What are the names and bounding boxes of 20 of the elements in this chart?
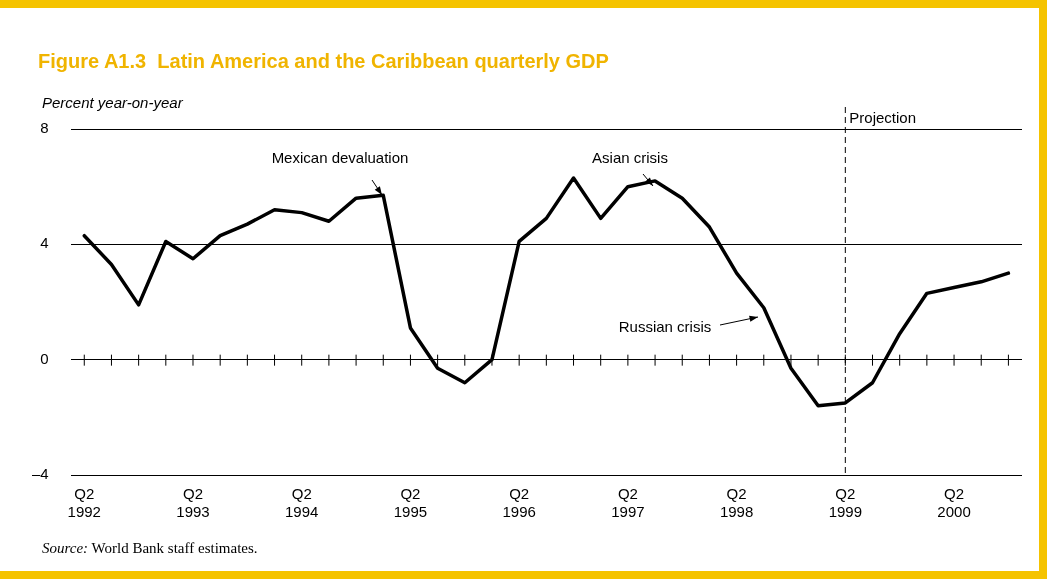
y-tick-label: –4 [32, 465, 49, 483]
chart-title: Figure A1.3 Latin America and the Caribbean quarterly GDP [38, 50, 609, 73]
annotation: Mexican devaluation [271, 149, 409, 167]
x-tick-label: Q2 1999 [828, 485, 863, 521]
x-tick-label: Q2 2000 [937, 485, 971, 521]
y-tick-label: 0 [40, 349, 49, 367]
x-tick-label: Q2 1997 [611, 485, 645, 521]
y-tick-label: 4 [40, 234, 49, 252]
annotation: Russian crisis [618, 318, 712, 336]
x-tick-label: Q2 1994 [285, 485, 319, 521]
x-tick-label: Q2 1996 [502, 485, 536, 521]
ref-line-label: Projection [849, 108, 917, 126]
annotation: Asian crisis [592, 149, 668, 167]
x-tick-label: Q2 1998 [719, 485, 754, 521]
x-tick-label: Q2 1995 [393, 485, 428, 521]
x-tick-label: Q2 1993 [176, 485, 210, 521]
y-tick-label: 8 [40, 119, 49, 137]
source-note: Source: World Bank staff estimates. [42, 540, 258, 557]
x-tick-label: Q2 1992 [67, 485, 101, 521]
y-axis-title: Percent year-on-year [42, 94, 183, 111]
